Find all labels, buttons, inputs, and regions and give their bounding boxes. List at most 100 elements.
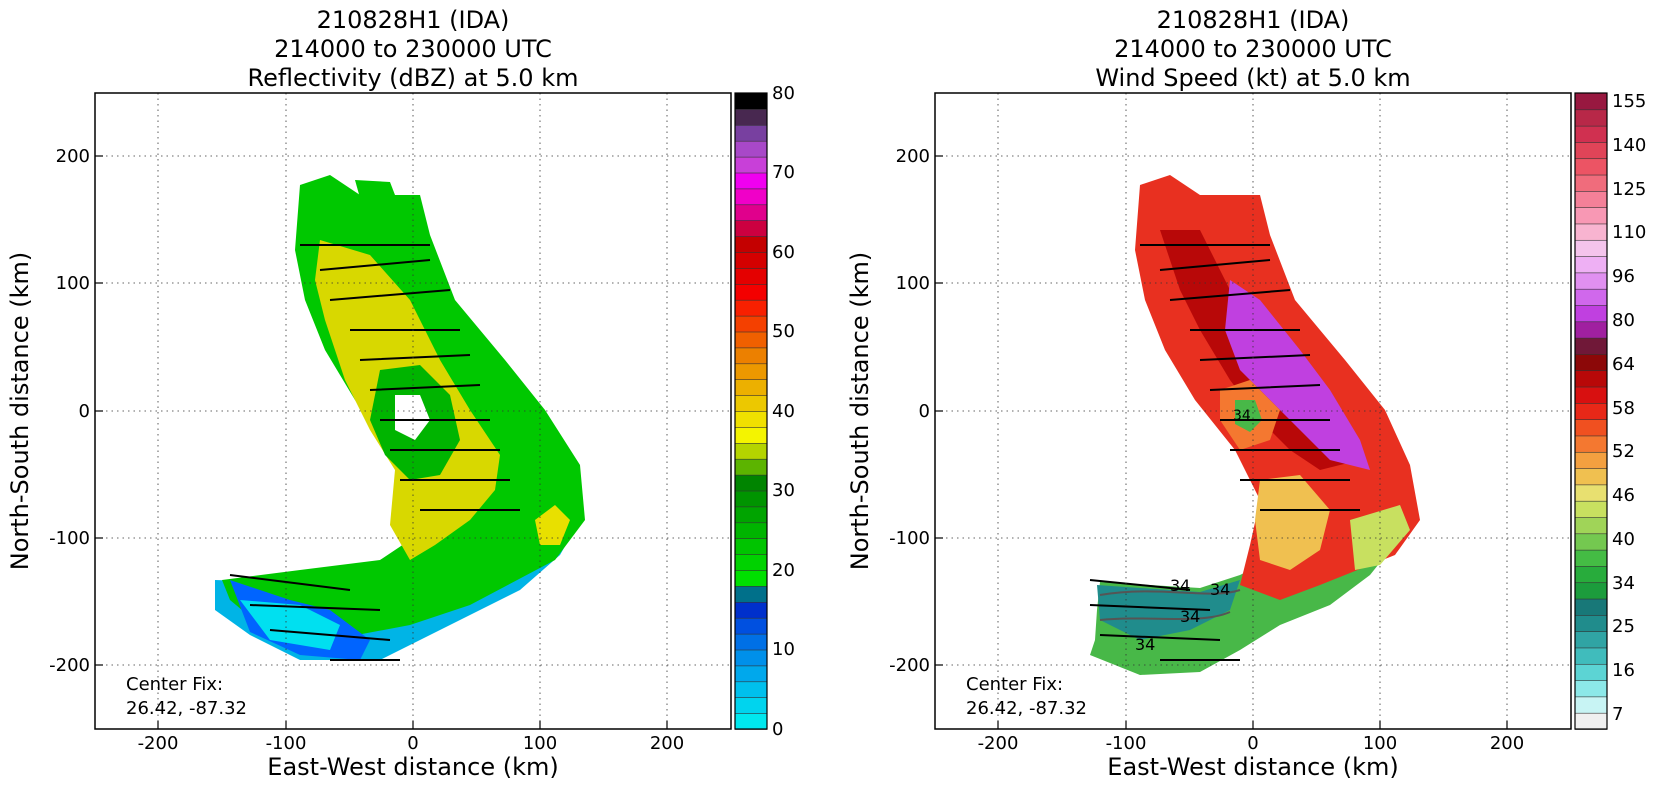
colorbar-segment — [1574, 109, 1608, 127]
colorbar-segment — [1574, 239, 1608, 257]
colorbar-segment — [734, 680, 768, 698]
panel-b-ytick-label: 200 — [896, 146, 930, 167]
colorbar-segment — [1574, 598, 1608, 616]
panel-b-title-line-3: Wind Speed (kt) at 5.0 km — [1095, 64, 1410, 92]
colorbar-segment — [734, 474, 768, 492]
panel-a-y-ticks — [95, 155, 103, 666]
colorbar-segment — [734, 537, 768, 555]
colorbar-a-tick-label: 40 — [772, 401, 795, 422]
contour-label: 34 — [1170, 576, 1190, 595]
panel-b-ytick-label: -100 — [889, 528, 930, 549]
colorbar-segment — [734, 394, 768, 412]
panel-b-title-line-1: 210828H1 (IDA) — [1157, 6, 1350, 34]
colorbar-segment — [734, 331, 768, 349]
colorbar-segment — [734, 378, 768, 396]
colorbar-b-tick-label: 64 — [1612, 354, 1635, 375]
colorbar-segment — [734, 92, 768, 110]
panel-b-y-axis-label: North-South distance (km) — [846, 252, 874, 571]
colorbar-segment — [1574, 92, 1608, 111]
colorbar-segment — [734, 601, 768, 619]
colorbar-segment — [734, 458, 768, 476]
panel-a-xtick-label: 100 — [523, 733, 557, 754]
colorbar-segment — [734, 410, 768, 428]
colorbar-segment — [1574, 288, 1608, 306]
colorbar-segment — [1574, 386, 1608, 404]
colorbar-a-tick-label: 50 — [772, 321, 795, 342]
colorbar-segment — [1574, 451, 1608, 469]
colorbar-segment — [1574, 141, 1608, 160]
colorbar-segment — [734, 569, 768, 587]
colorbar-b-tick-label: 7 — [1612, 704, 1623, 725]
colorbar-a-tick-label: 20 — [772, 560, 795, 581]
panel-a-xtick-label: 200 — [650, 733, 684, 754]
colorbar-segment — [1574, 321, 1608, 339]
colorbar-b-tick-label: 58 — [1612, 398, 1635, 419]
panel-a-ytick-label: 200 — [56, 146, 90, 167]
colorbar-segment — [734, 585, 768, 603]
panel-a-xtick-label: 0 — [407, 733, 418, 754]
panel-b-ytick-label: 0 — [919, 401, 930, 422]
colorbar-b-tick-label: 25 — [1612, 616, 1635, 637]
colorbar-segment — [1574, 223, 1608, 241]
colorbar-segment — [1574, 549, 1608, 567]
colorbar-segment — [734, 140, 768, 158]
colorbar-segment — [734, 617, 768, 635]
colorbar-b-tick-label: 155 — [1612, 91, 1646, 112]
panel-b-center-fix-label: Center Fix: — [966, 674, 1063, 695]
wind-speed-panel: 210828H1 (IDA) 214000 to 230000 UTC Wind… — [846, 6, 1646, 781]
panel-a-title-line-3: Reflectivity (dBZ) at 5.0 km — [248, 64, 579, 92]
colorbar-a-tick-label: 30 — [772, 480, 795, 501]
colorbar-segment — [734, 299, 768, 317]
panel-b-grid — [935, 93, 1571, 729]
colorbar-segment — [1574, 712, 1608, 730]
colorbar-segment — [734, 712, 768, 730]
colorbar-segment — [1574, 663, 1608, 681]
colorbar-segment — [734, 696, 768, 714]
panel-a-ytick-label: -200 — [49, 655, 90, 676]
panel-b-title-line-2: 214000 to 230000 UTC — [1114, 35, 1392, 63]
reflectivity-wind-barbs — [229, 244, 520, 661]
panel-a-center-fix-label: Center Fix: — [126, 674, 223, 695]
colorbar-segment — [1574, 190, 1608, 208]
colorbar-segment — [734, 362, 768, 380]
colorbar-b-tick-label: 96 — [1612, 266, 1635, 287]
colorbar-segment — [734, 267, 768, 285]
colorbar-b-tick-label: 16 — [1612, 660, 1635, 681]
panel-a-grid — [95, 93, 731, 729]
colorbar-segment — [1574, 418, 1608, 437]
contour-label: 34 — [1210, 580, 1230, 599]
colorbar-segment — [1574, 353, 1608, 372]
colorbar-frame — [734, 92, 768, 730]
panel-b-ytick-label: -200 — [889, 655, 930, 676]
colorbar-a-tick-label: 80 — [772, 83, 795, 104]
reflectivity-panel: 210828H1 (IDA) 214000 to 230000 UTC Refl… — [6, 6, 795, 781]
panel-a-x-ticks — [157, 721, 668, 729]
colorbar-b-tick-label: 46 — [1612, 485, 1635, 506]
colorbar-segment — [1574, 696, 1608, 714]
colorbar-segment — [734, 283, 768, 301]
colorbar-b-tick-label: 125 — [1612, 179, 1646, 200]
colorbar-segment — [734, 204, 768, 222]
colorbar-a-tick-label: 0 — [772, 719, 783, 740]
colorbar-a-tick-label: 70 — [772, 162, 795, 183]
panel-b-xtick-label: -100 — [1106, 733, 1147, 754]
colorbar-segment — [1574, 630, 1608, 649]
colorbar-segment — [734, 490, 768, 508]
panel-b-x-axis-label: East-West distance (km) — [1107, 753, 1398, 781]
wind-speed-wind-barbs — [1089, 244, 1360, 661]
colorbar-segment — [1574, 581, 1608, 600]
panel-b-xtick-label: -200 — [978, 733, 1019, 754]
panel-b-x-ticks — [997, 721, 1508, 729]
colorbar-segment — [1574, 533, 1608, 551]
colorbar-b-tick-label: 80 — [1612, 310, 1635, 331]
colorbar-segment — [734, 633, 768, 651]
reflectivity-field — [215, 175, 585, 660]
colorbar-segment — [734, 172, 768, 190]
colorbar-segment — [734, 188, 768, 206]
panel-b-xtick-label: 200 — [1490, 733, 1524, 754]
panel-a-y-axis-label: North-South distance (km) — [6, 252, 34, 571]
colorbar-segment — [1574, 565, 1608, 584]
colorbar-segment — [1574, 435, 1608, 453]
contour-label: 34 — [1135, 635, 1155, 654]
colorbar-segment — [734, 315, 768, 333]
